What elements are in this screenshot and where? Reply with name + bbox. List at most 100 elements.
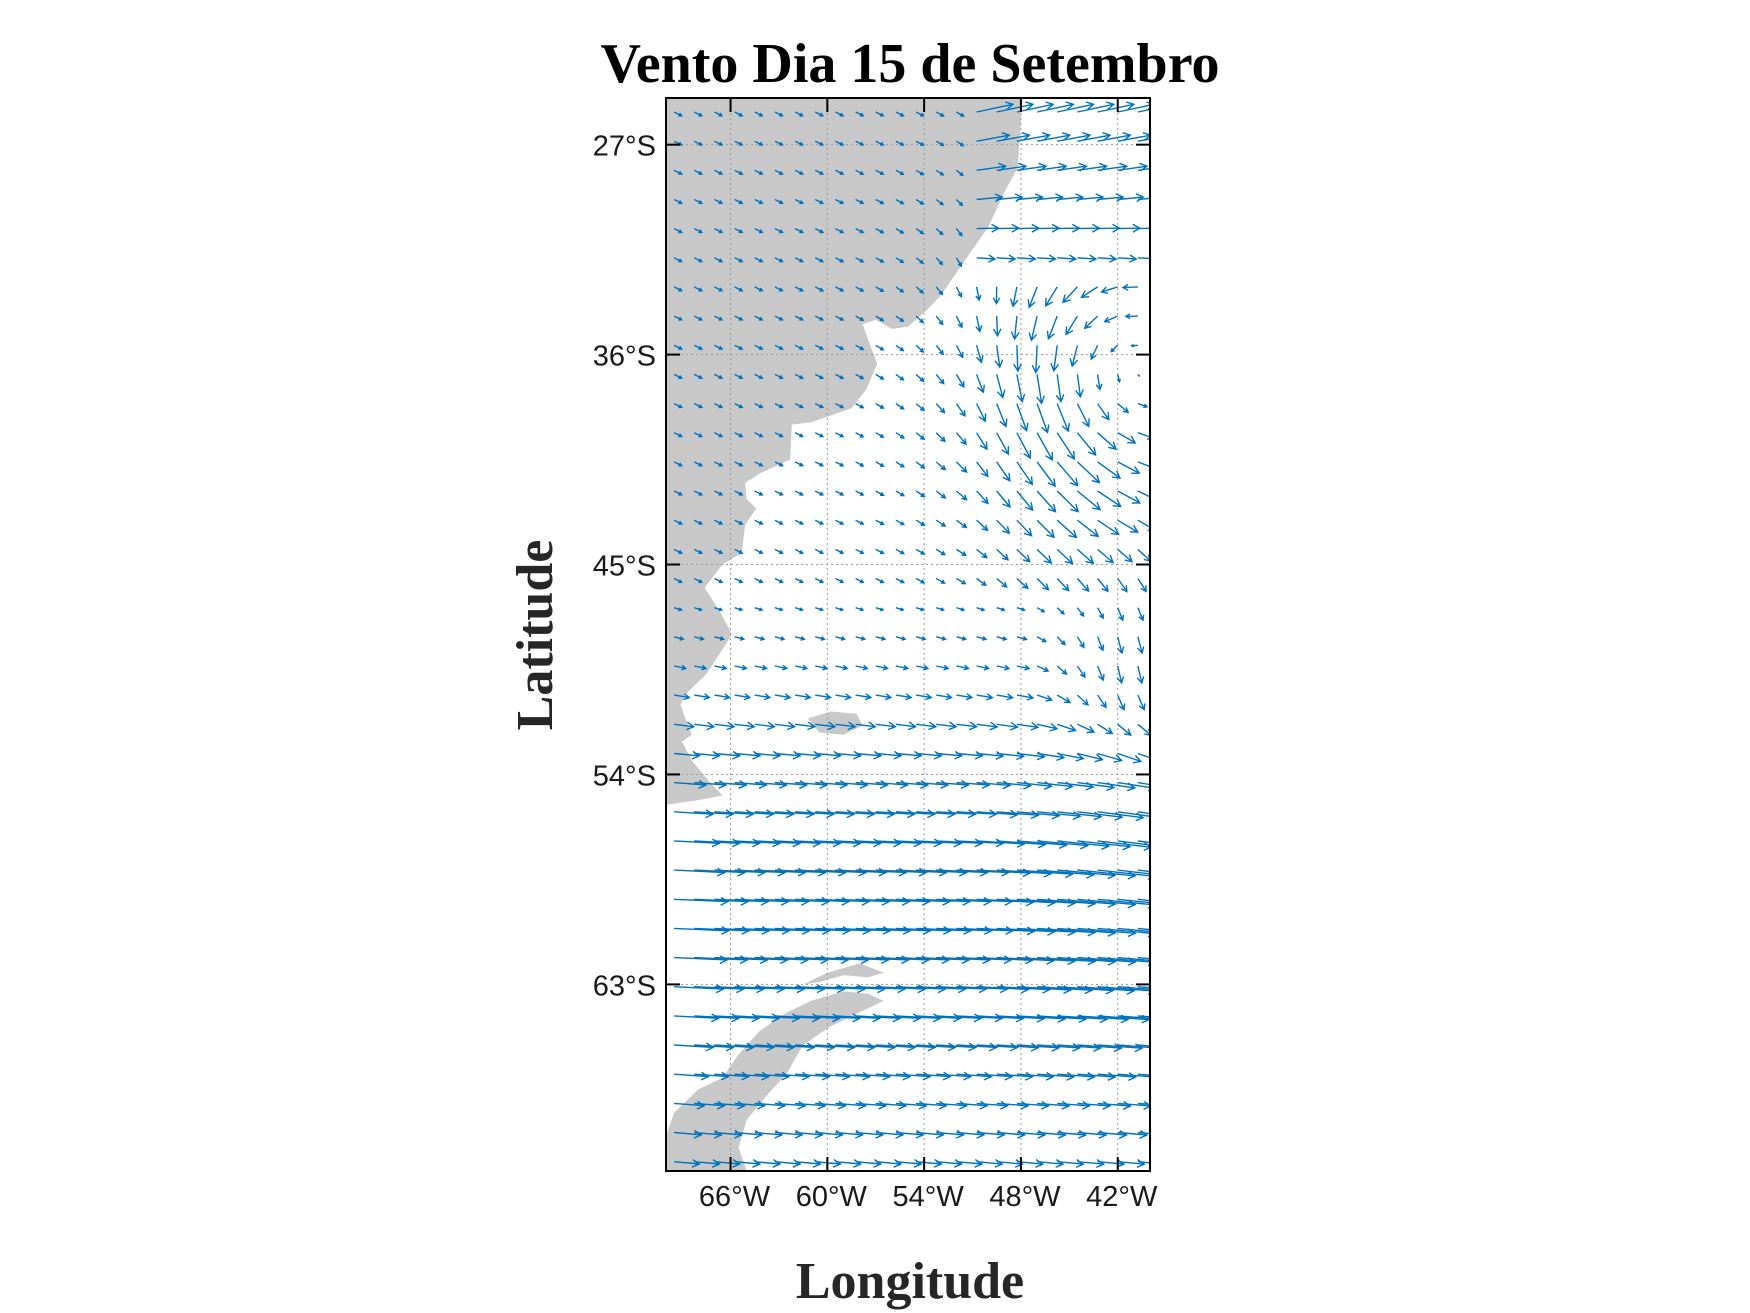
wind-vector [996, 101, 1035, 113]
wind-vector [673, 169, 684, 175]
wind-vector [1121, 283, 1138, 291]
wind-vector [673, 490, 684, 496]
wind-vector [1016, 101, 1055, 113]
wind-vector [915, 373, 925, 383]
wind-vector [1137, 840, 1150, 844]
wind-vector [714, 402, 724, 409]
wind-vector [835, 198, 845, 205]
wind-vector [835, 344, 845, 350]
wind-vector [1037, 254, 1057, 263]
wind-vector [855, 373, 865, 380]
wind-vector [734, 750, 762, 760]
x-tick-label: 48°W [989, 1181, 1061, 1213]
wind-vector [996, 780, 1033, 790]
wind-vector [1096, 607, 1104, 620]
wind-vector [714, 198, 724, 205]
wind-vector [754, 286, 764, 292]
wind-vector [1097, 519, 1120, 536]
wind-vector [754, 607, 764, 612]
wind-vector [714, 693, 732, 701]
wind-vector [795, 780, 829, 789]
wind-vector [1016, 810, 1061, 820]
wind-vector [774, 344, 784, 350]
wind-vector [1069, 345, 1079, 368]
wind-vector [693, 315, 704, 321]
wind-vector [835, 315, 845, 321]
wind-vector [1097, 1101, 1132, 1110]
wind-vector [1036, 578, 1050, 591]
wind-vector [915, 286, 925, 294]
wind-vector [1117, 461, 1141, 474]
wind-vector [916, 1129, 945, 1139]
wind-vector [815, 1013, 862, 1023]
wind-vector [875, 1129, 905, 1139]
wind-vector [875, 227, 885, 234]
wind-vector [895, 286, 905, 293]
wind-vector [895, 1071, 932, 1081]
wind-vector [935, 461, 947, 471]
wind-vector [1097, 548, 1115, 564]
wind-vector [1037, 1159, 1065, 1168]
wind-vector [1137, 227, 1150, 230]
wind-vector [835, 607, 845, 612]
wind-vector [996, 1071, 1035, 1081]
wind-vector [1117, 432, 1137, 444]
wind-vector [975, 315, 983, 333]
wind-vector [976, 809, 1019, 819]
wind-vector [956, 809, 998, 819]
wind-vector [754, 373, 764, 379]
wind-vector [734, 432, 744, 438]
wind-vector [936, 750, 964, 760]
wind-vector [1056, 403, 1070, 433]
wind-vector [1097, 432, 1118, 451]
wind-vector [992, 316, 1002, 338]
wind-vector [835, 926, 892, 935]
wind-vector [855, 1013, 902, 1023]
wind-vector [673, 693, 691, 701]
wind-vector [734, 636, 746, 641]
wind-vector [734, 198, 744, 205]
wind-vector [1137, 898, 1150, 902]
wind-vector [956, 548, 968, 557]
wind-vector [1097, 1130, 1128, 1139]
wind-vector [1097, 927, 1150, 938]
wind-vector [976, 1071, 1014, 1081]
wind-vector [895, 461, 906, 468]
wind-vector [754, 1042, 796, 1052]
wind-vector [1097, 254, 1118, 263]
wind-vector [694, 809, 735, 819]
wind-vector [1137, 1131, 1150, 1135]
wind-vector [795, 926, 852, 935]
wind-vector [794, 111, 805, 117]
wind-vector [955, 286, 963, 299]
wind-vector [694, 721, 716, 731]
wind-vector [795, 1013, 841, 1023]
wind-vector [1117, 548, 1134, 563]
wind-vector [734, 548, 744, 554]
wind-vector [1016, 548, 1031, 563]
wind-vector [956, 577, 967, 585]
wind-vector [673, 664, 688, 671]
wind-vector [693, 402, 704, 409]
wind-vector [1057, 101, 1095, 113]
wind-vector [754, 780, 788, 789]
wind-vector [1117, 1101, 1150, 1110]
wind-vector [915, 344, 925, 354]
wind-vector [674, 1042, 715, 1052]
wind-vector [936, 896, 993, 906]
wind-vector [673, 344, 684, 350]
wind-vector [1110, 344, 1119, 353]
wind-vector [794, 432, 805, 438]
wind-vector [835, 402, 845, 409]
wind-vector [815, 926, 872, 935]
wind-vector [875, 373, 885, 380]
wind-vector [916, 809, 957, 819]
wind-vector [774, 548, 784, 554]
wind-vector [1016, 1100, 1050, 1110]
wind-vector [855, 111, 865, 117]
wind-vector [774, 373, 784, 380]
wind-vector [1016, 664, 1031, 671]
wind-vector [693, 373, 704, 379]
x-tick-label: 54°W [893, 1181, 965, 1213]
wind-vector [915, 140, 925, 146]
